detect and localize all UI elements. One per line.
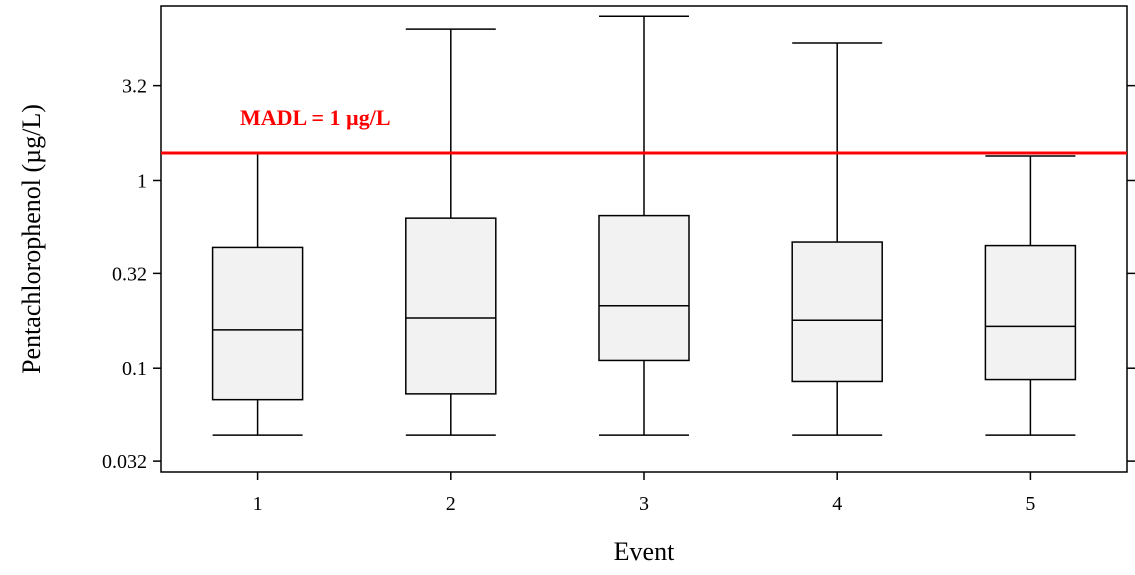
iqr-box: [598, 214, 690, 362]
x-tick-label: 4: [832, 493, 842, 515]
y-tick-label: 3.2: [122, 76, 147, 98]
y-tick-label: 0.032: [102, 451, 147, 473]
y-tick-label: 1: [137, 170, 147, 192]
box-5: [984, 155, 1077, 436]
iqr-box: [791, 241, 883, 383]
y-axis-title: Pentachlorophenol (µg/L): [17, 104, 46, 374]
box-4: [791, 42, 883, 436]
box-3: [598, 15, 690, 436]
y-tick-label: 0.32: [112, 263, 147, 285]
iqr-box: [984, 244, 1077, 381]
x-tick-label: 5: [1025, 493, 1035, 515]
y-axis: 0.032 0.1 0.32 1 3.2: [102, 76, 1135, 473]
boxes: [211, 15, 1077, 436]
x-axis: 1 2 3 4 5: [253, 472, 1035, 515]
x-tick-label: 2: [446, 493, 456, 515]
iqr-box: [405, 217, 497, 395]
x-tick-label: 1: [253, 493, 263, 515]
box-1: [211, 152, 304, 436]
madl-label: MADL = 1 µg/L: [240, 105, 391, 130]
iqr-box: [211, 246, 304, 401]
reference-line-group: MADL = 1 µg/L: [161, 105, 1127, 155]
x-tick-label: 3: [639, 493, 649, 515]
y-tick-label: 0.1: [122, 358, 147, 380]
box-2: [405, 28, 497, 436]
x-axis-title: Event: [614, 537, 675, 566]
